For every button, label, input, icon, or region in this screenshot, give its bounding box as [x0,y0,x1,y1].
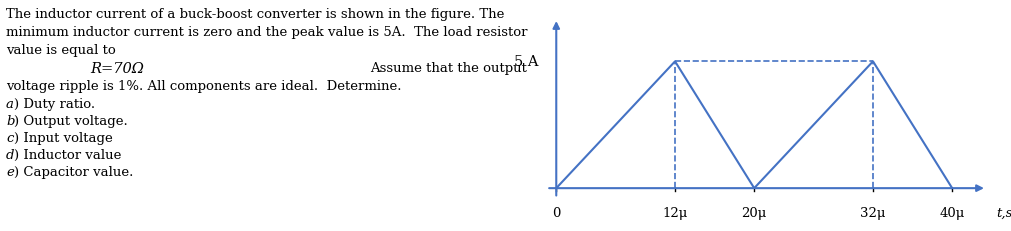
Text: minimum inductor current is zero and the peak value is 5A.  The load resistor: minimum inductor current is zero and the… [6,26,527,39]
Text: 12μ: 12μ [661,206,687,219]
Text: value is equal to: value is equal to [6,44,115,57]
Text: ) Capacitor value.: ) Capacitor value. [14,165,133,178]
Text: d: d [6,148,14,161]
Text: ) Inductor value: ) Inductor value [14,148,121,161]
Text: ) Input voltage: ) Input voltage [14,131,112,144]
Text: e: e [6,165,14,178]
Text: ) Output voltage.: ) Output voltage. [14,115,127,128]
Text: Assume that the output: Assume that the output [370,62,527,75]
Text: c: c [6,131,13,144]
Text: 0: 0 [552,206,560,219]
Text: 32μ: 32μ [859,206,885,219]
Text: t,sec: t,sec [996,206,1011,219]
Text: voltage ripple is 1%. All components are ideal.  Determine.: voltage ripple is 1%. All components are… [6,80,401,93]
Text: a: a [6,97,14,110]
Text: 40μ: 40μ [938,206,963,219]
Text: R=70Ω: R=70Ω [90,62,144,76]
Text: ) Duty ratio.: ) Duty ratio. [14,97,95,110]
Text: 5 A: 5 A [514,55,538,69]
Text: 20μ: 20μ [741,206,766,219]
Text: b: b [6,115,14,128]
Text: The inductor current of a buck-boost converter is shown in the figure. The: The inductor current of a buck-boost con… [6,8,503,21]
